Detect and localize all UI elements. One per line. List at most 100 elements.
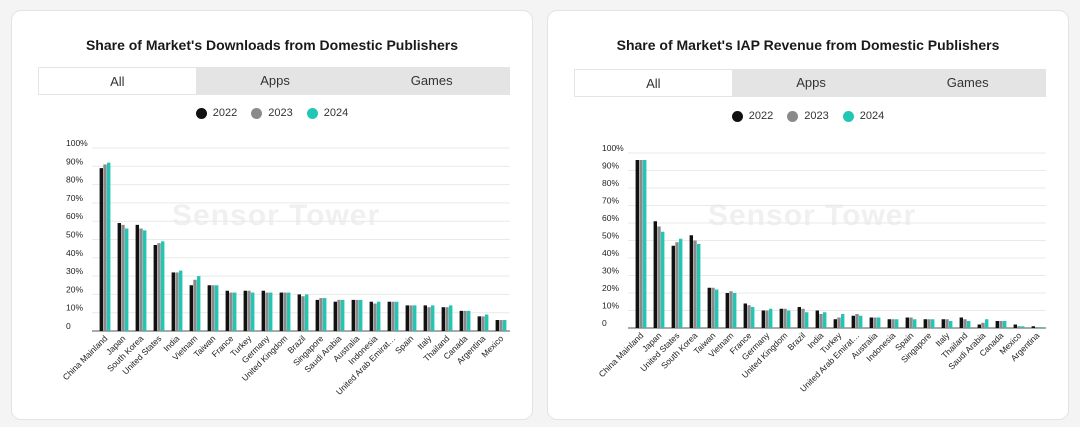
y-tick-label: 100% bbox=[602, 143, 624, 153]
bar-2023 bbox=[963, 319, 967, 328]
bar-2023 bbox=[909, 317, 913, 328]
legend-marker bbox=[306, 107, 318, 119]
bar-2023 bbox=[855, 314, 859, 328]
bar-2023 bbox=[801, 308, 805, 328]
bar-2024 bbox=[413, 305, 417, 331]
bar-2024 bbox=[359, 299, 363, 331]
x-tick-label: Brazil bbox=[785, 330, 807, 352]
y-tick-label: 20% bbox=[66, 284, 83, 294]
bar-2022 bbox=[207, 285, 211, 331]
bar-2024 bbox=[125, 228, 129, 331]
bar-2023 bbox=[337, 299, 341, 331]
bar-2024 bbox=[661, 231, 665, 328]
tab-apps[interactable]: Apps bbox=[796, 75, 826, 90]
bar-2023 bbox=[319, 298, 323, 331]
bar-2023 bbox=[193, 279, 197, 331]
bar-2022 bbox=[279, 292, 283, 331]
bar-2022 bbox=[441, 307, 445, 331]
tab-all[interactable]: All bbox=[38, 67, 197, 95]
y-tick-label: 60% bbox=[66, 211, 83, 221]
bar-2022 bbox=[189, 285, 193, 331]
bar-2022 bbox=[653, 221, 657, 328]
bar-2024 bbox=[787, 310, 791, 328]
bar-2023 bbox=[891, 319, 895, 328]
y-tick-label: 60% bbox=[602, 213, 619, 223]
bar-2023 bbox=[139, 228, 143, 331]
bar-2023 bbox=[999, 321, 1003, 328]
bar-2024 bbox=[697, 244, 701, 328]
legend-item-2024[interactable]: 2024 bbox=[842, 110, 885, 122]
bar-2024 bbox=[377, 301, 381, 331]
bar-2024 bbox=[179, 270, 183, 331]
tab-games[interactable]: Games bbox=[410, 73, 453, 88]
bar-2022 bbox=[671, 245, 675, 328]
bar-2024 bbox=[751, 307, 755, 328]
bar-2022 bbox=[99, 168, 103, 331]
legend-item-2024[interactable]: 2024 bbox=[306, 107, 349, 119]
bar-2023 bbox=[729, 291, 733, 328]
bar-2022 bbox=[387, 301, 391, 331]
bar-2022 bbox=[761, 310, 765, 328]
bar-2023 bbox=[873, 317, 877, 328]
legend-marker bbox=[195, 107, 207, 119]
legend-label: 2024 bbox=[323, 107, 349, 119]
tab-all[interactable]: All bbox=[574, 69, 733, 97]
bar-2024 bbox=[431, 305, 435, 331]
bar-2023 bbox=[373, 303, 377, 331]
bar-2022 bbox=[477, 316, 481, 331]
bar-2023 bbox=[103, 164, 107, 331]
bar-2022 bbox=[923, 319, 927, 328]
bar-2024 bbox=[161, 241, 165, 331]
legend-item-2023[interactable]: 2023 bbox=[787, 110, 829, 122]
legend-label: 2024 bbox=[859, 110, 885, 122]
bar-2022 bbox=[117, 223, 121, 331]
bar-2024 bbox=[485, 314, 489, 331]
bar-2024 bbox=[823, 312, 827, 328]
tab-games[interactable]: Games bbox=[946, 75, 989, 90]
bar-2022 bbox=[135, 224, 139, 331]
bar-2022 bbox=[1031, 326, 1035, 328]
bar-2023 bbox=[927, 319, 931, 328]
bar-2023 bbox=[747, 305, 751, 328]
y-tick-label: 70% bbox=[602, 196, 619, 206]
bar-2023 bbox=[175, 272, 179, 331]
bar-2022 bbox=[635, 160, 639, 328]
chart-title: Share of Market's Downloads from Domesti… bbox=[85, 37, 459, 53]
y-tick-label: 20% bbox=[602, 283, 619, 293]
legend-item-2022[interactable]: 2022 bbox=[731, 110, 773, 122]
category-tabs: All Apps Games bbox=[574, 69, 1046, 97]
bar-2023 bbox=[157, 243, 161, 331]
bar-2024 bbox=[215, 285, 219, 331]
bar-2024 bbox=[715, 289, 719, 328]
bar-2023 bbox=[355, 299, 359, 331]
iap-revenue-chart-panel: Sensor Tower Share of Market's IAP Reven… bbox=[547, 10, 1069, 420]
bar-2023 bbox=[121, 224, 125, 331]
bar-2022 bbox=[941, 319, 945, 328]
legend-item-2022[interactable]: 2022 bbox=[195, 107, 237, 119]
y-tick-label: 0 bbox=[602, 318, 607, 328]
bar-2023 bbox=[765, 310, 769, 328]
y-tick-label: 0 bbox=[66, 321, 71, 331]
bar-2024 bbox=[679, 238, 683, 328]
bar-2023 bbox=[301, 296, 305, 331]
tab-apps[interactable]: Apps bbox=[260, 73, 290, 88]
bar-2023 bbox=[445, 307, 449, 331]
y-tick-label: 50% bbox=[66, 230, 83, 240]
chart-legend: 2022 2023 2024 bbox=[12, 107, 532, 119]
bar-2022 bbox=[833, 319, 837, 328]
bar-2024 bbox=[913, 319, 917, 328]
legend-marker bbox=[251, 107, 263, 119]
bar-2024 bbox=[251, 292, 255, 331]
bar-2024 bbox=[859, 315, 863, 328]
bar-2022 bbox=[689, 235, 693, 328]
bar-2022 bbox=[887, 319, 891, 328]
x-tick-label: Spain bbox=[393, 333, 416, 356]
y-tick-label: 90% bbox=[602, 161, 619, 171]
iap-revenue-bar-chart: 0 10% 20% 30% 40% 50% 60% 70% 80% 90% 100% China Ma… bbox=[597, 143, 1046, 394]
bar-2023 bbox=[1035, 327, 1039, 328]
bar-2022 bbox=[153, 244, 157, 331]
bar-2023 bbox=[675, 242, 679, 328]
bar-2023 bbox=[211, 285, 215, 331]
y-tick-label: 90% bbox=[66, 156, 83, 166]
legend-item-2023[interactable]: 2023 bbox=[251, 107, 293, 119]
